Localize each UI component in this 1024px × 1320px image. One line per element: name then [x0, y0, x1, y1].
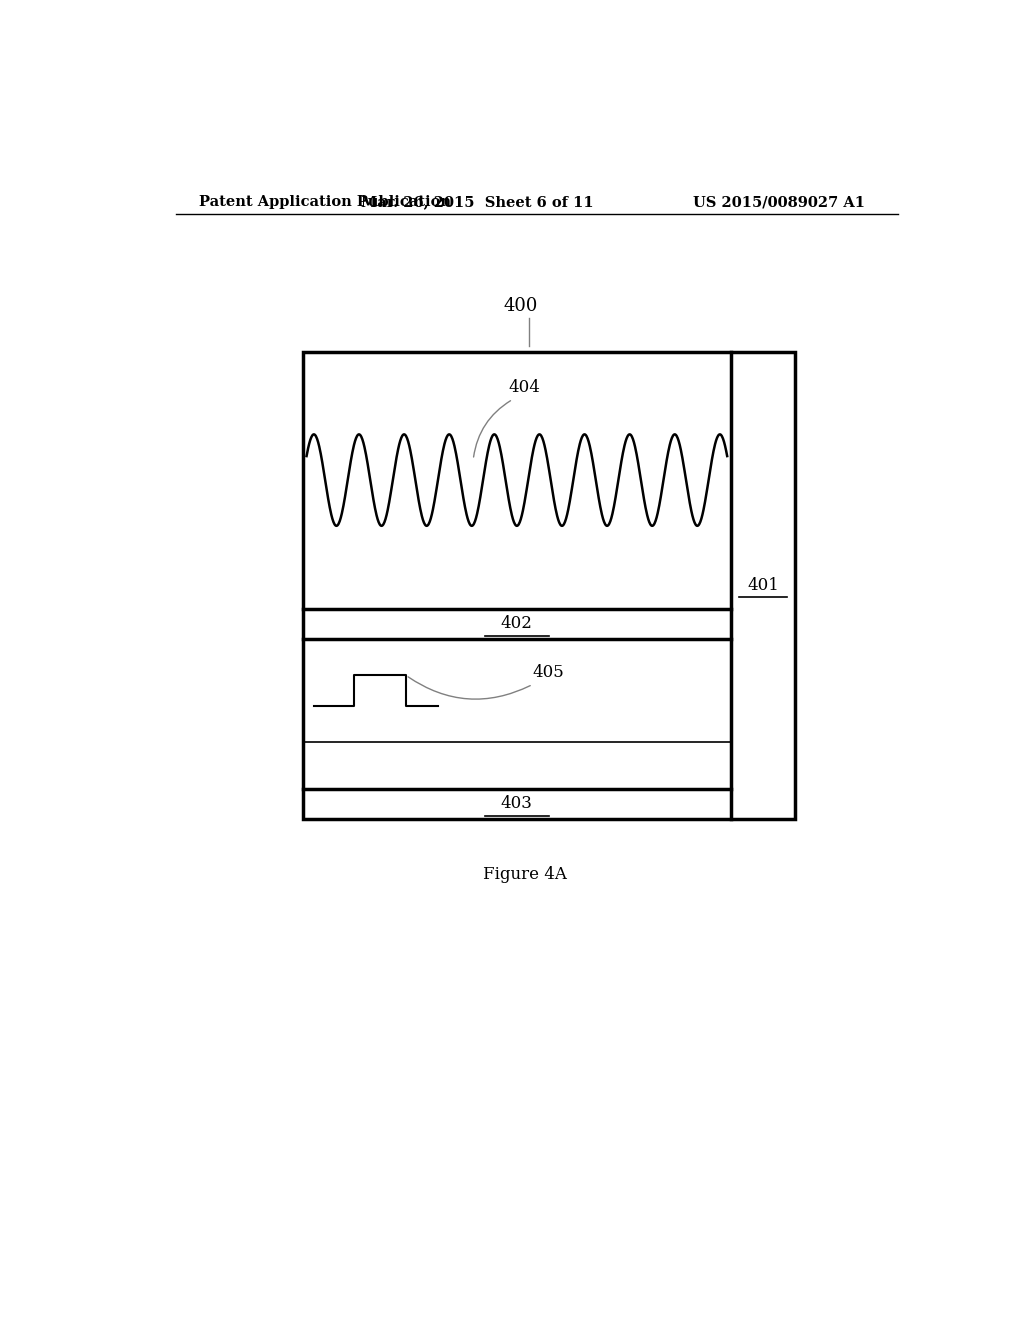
Bar — [303, 351, 795, 818]
Text: 400: 400 — [504, 297, 538, 314]
Text: Patent Application Publication: Patent Application Publication — [200, 195, 452, 209]
Text: 402: 402 — [501, 615, 532, 632]
Text: Figure 4A: Figure 4A — [483, 866, 566, 883]
Text: 401: 401 — [746, 577, 779, 594]
Text: 404: 404 — [509, 379, 541, 396]
Text: 403: 403 — [501, 796, 532, 812]
Text: US 2015/0089027 A1: US 2015/0089027 A1 — [693, 195, 864, 209]
Text: Mar. 26, 2015  Sheet 6 of 11: Mar. 26, 2015 Sheet 6 of 11 — [360, 195, 594, 209]
Text: 405: 405 — [532, 664, 564, 681]
